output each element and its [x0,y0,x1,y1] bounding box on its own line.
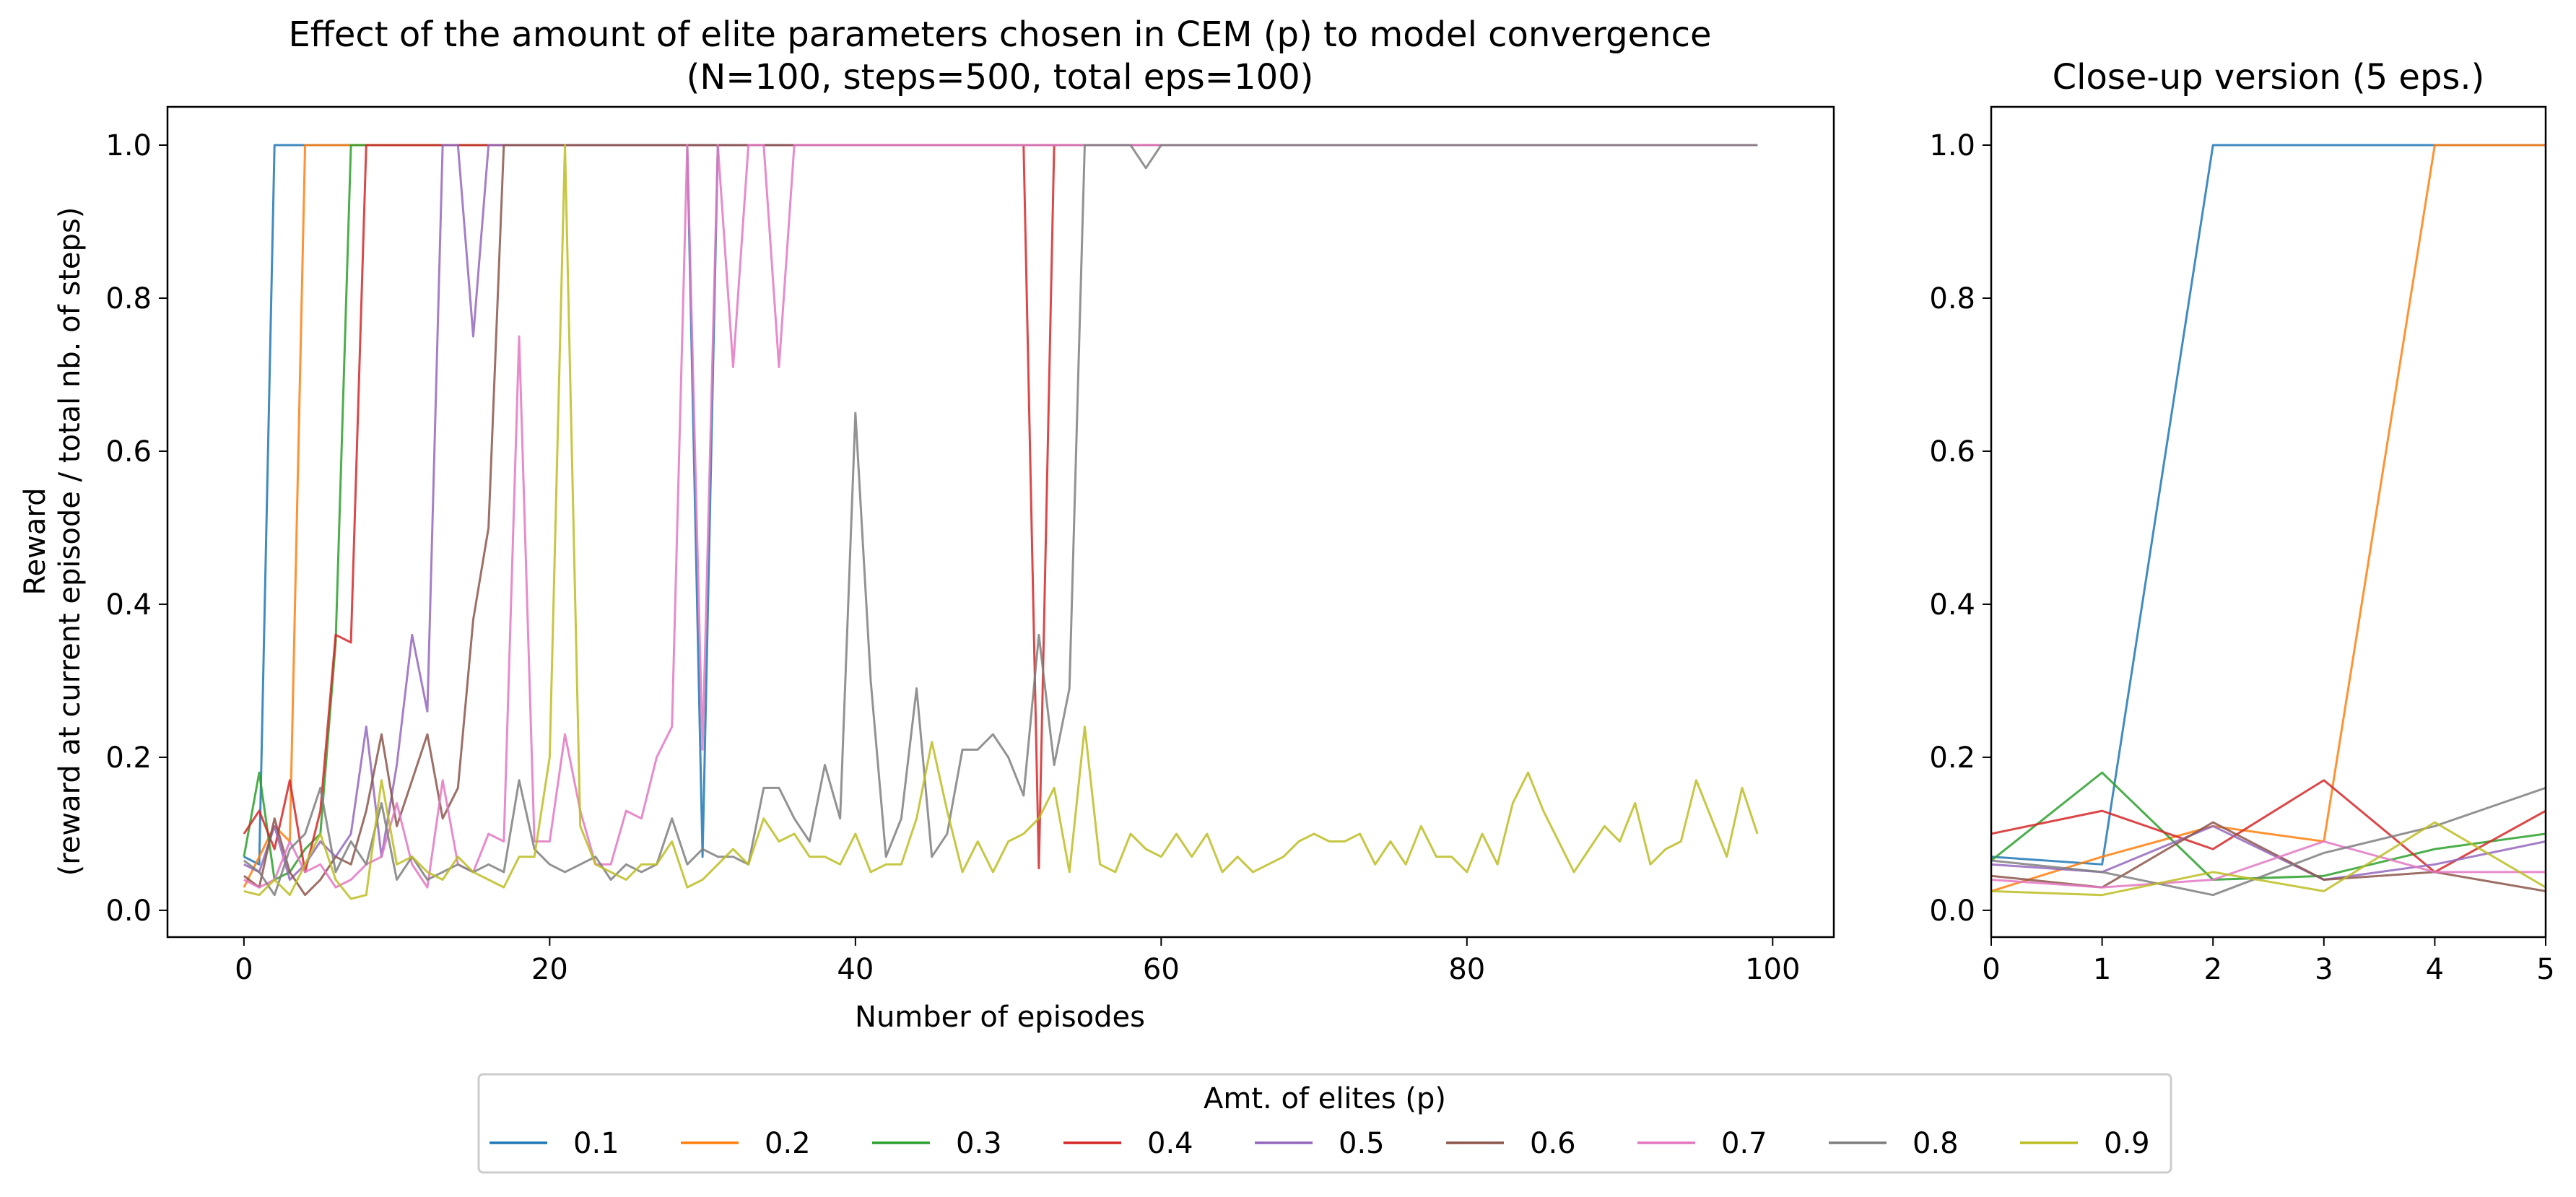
series-line-0-3 [243,144,1758,882]
x-tick-label: 2 [2203,953,2222,986]
axes-frame [166,105,1835,939]
series-line-0-7 [1991,840,2546,889]
legend-title: Amt. of elites (p) [1204,1082,1446,1115]
y-tick-label: 0.2 [1929,741,1975,775]
x-tick-label: 4 [2426,953,2444,986]
closeup-chart-title: Close-up version (5 eps.) [2053,57,2485,97]
x-tick-label: 1 [2093,953,2111,986]
legend-frame [477,1073,2172,1174]
legend-entry-0-9: 0.9 [2020,1127,2150,1160]
series-line-0-4 [1991,779,2546,874]
legend-entry-0-4: 0.4 [1063,1127,1193,1160]
axes-frame [1990,105,2547,939]
y-tick-label: 0.4 [1929,588,1975,622]
y-axis-label-secondary: (reward at current episode / total nb. o… [53,207,87,876]
legend-label: 0.6 [1530,1127,1576,1160]
series-line-0-8 [243,144,1758,897]
x-tick-label: 3 [2315,953,2333,986]
x-tick-label: 0 [235,953,253,986]
series-line-0-9 [1991,821,2546,897]
y-tick-label: 0.2 [105,741,152,775]
legend-label: 0.3 [956,1127,1002,1160]
legend-label: 0.8 [1913,1127,1959,1160]
legend-entry-0-8: 0.8 [1829,1127,1959,1160]
x-tick-label: 0 [1982,953,2000,986]
legend-label: 0.7 [1721,1127,1767,1160]
legend-entry-0-6: 0.6 [1446,1127,1576,1160]
x-tick-label: 20 [531,953,568,986]
legend-label: 0.1 [573,1127,619,1160]
legend-label: 0.5 [1339,1127,1385,1160]
main-plot-area: 0 20 40 60 80 100 0.0 0.2 0.4 0.6 0.8 1.0 [105,105,1835,986]
y-tick-label: 0.0 [1929,895,1975,928]
legend-label: 0.4 [1147,1127,1193,1160]
series-line-0-8 [1991,786,2546,897]
y-tick-label: 0.6 [105,435,152,469]
y-tick-label: 1.0 [1929,129,1975,162]
y-tick-label: 0.4 [105,588,152,622]
x-tick-label: 5 [2536,953,2554,986]
legend-label: 0.2 [765,1127,811,1160]
series-line-0-1 [1991,144,2546,866]
legend-entries: 0.1 0.2 0.3 0.4 0.5 0.6 0.7 0.8 0.9 [489,1127,2150,1160]
legend-entry-0-5: 0.5 [1255,1127,1385,1160]
series-group [1991,144,2546,897]
x-axis-label: Number of episodes [855,1001,1145,1034]
x-tick-label: 40 [837,953,874,986]
main-chart-subtitle: (N=100, steps=500, total eps=100) [687,57,1314,97]
series-line-0-4 [243,144,1758,874]
legend-entry-0-2: 0.2 [681,1127,811,1160]
main-chart-title: Effect of the amount of elite parameters… [288,14,1711,55]
x-tick-label: 60 [1143,953,1180,986]
series-group [243,144,1759,900]
legend-entry-0-7: 0.7 [1637,1127,1767,1160]
series-line-0-6 [243,144,1758,897]
legend-entry-0-1: 0.1 [489,1127,619,1160]
y-tick-label: 1.0 [105,129,152,162]
series-line-0-9 [243,144,1759,900]
series-line-0-2 [1991,144,2546,892]
legend-entry-0-3: 0.3 [872,1127,1002,1160]
series-line-0-5 [243,144,1758,882]
legend: Amt. of elites (p) 0.1 0.2 0.3 0.4 0.5 0.6 0.7… [477,1073,2172,1174]
series-line-0-3 [1991,771,2546,882]
y-tick-label: 0.8 [1929,282,1975,315]
x-tick-label: 100 [1745,953,1800,986]
y-axis-label: Reward [19,488,52,596]
closeup-plot-area: 0 1 2 3 4 5 0.0 0.2 0.4 0.6 0.8 1.0 [1929,105,2555,986]
series-line-0-1 [243,144,1758,866]
y-tick-label: 0.0 [105,895,152,928]
y-tick-label: 0.6 [1929,435,1975,469]
x-tick-label: 80 [1448,953,1485,986]
legend-label: 0.9 [2104,1127,2150,1160]
y-tick-label: 0.8 [105,282,152,315]
